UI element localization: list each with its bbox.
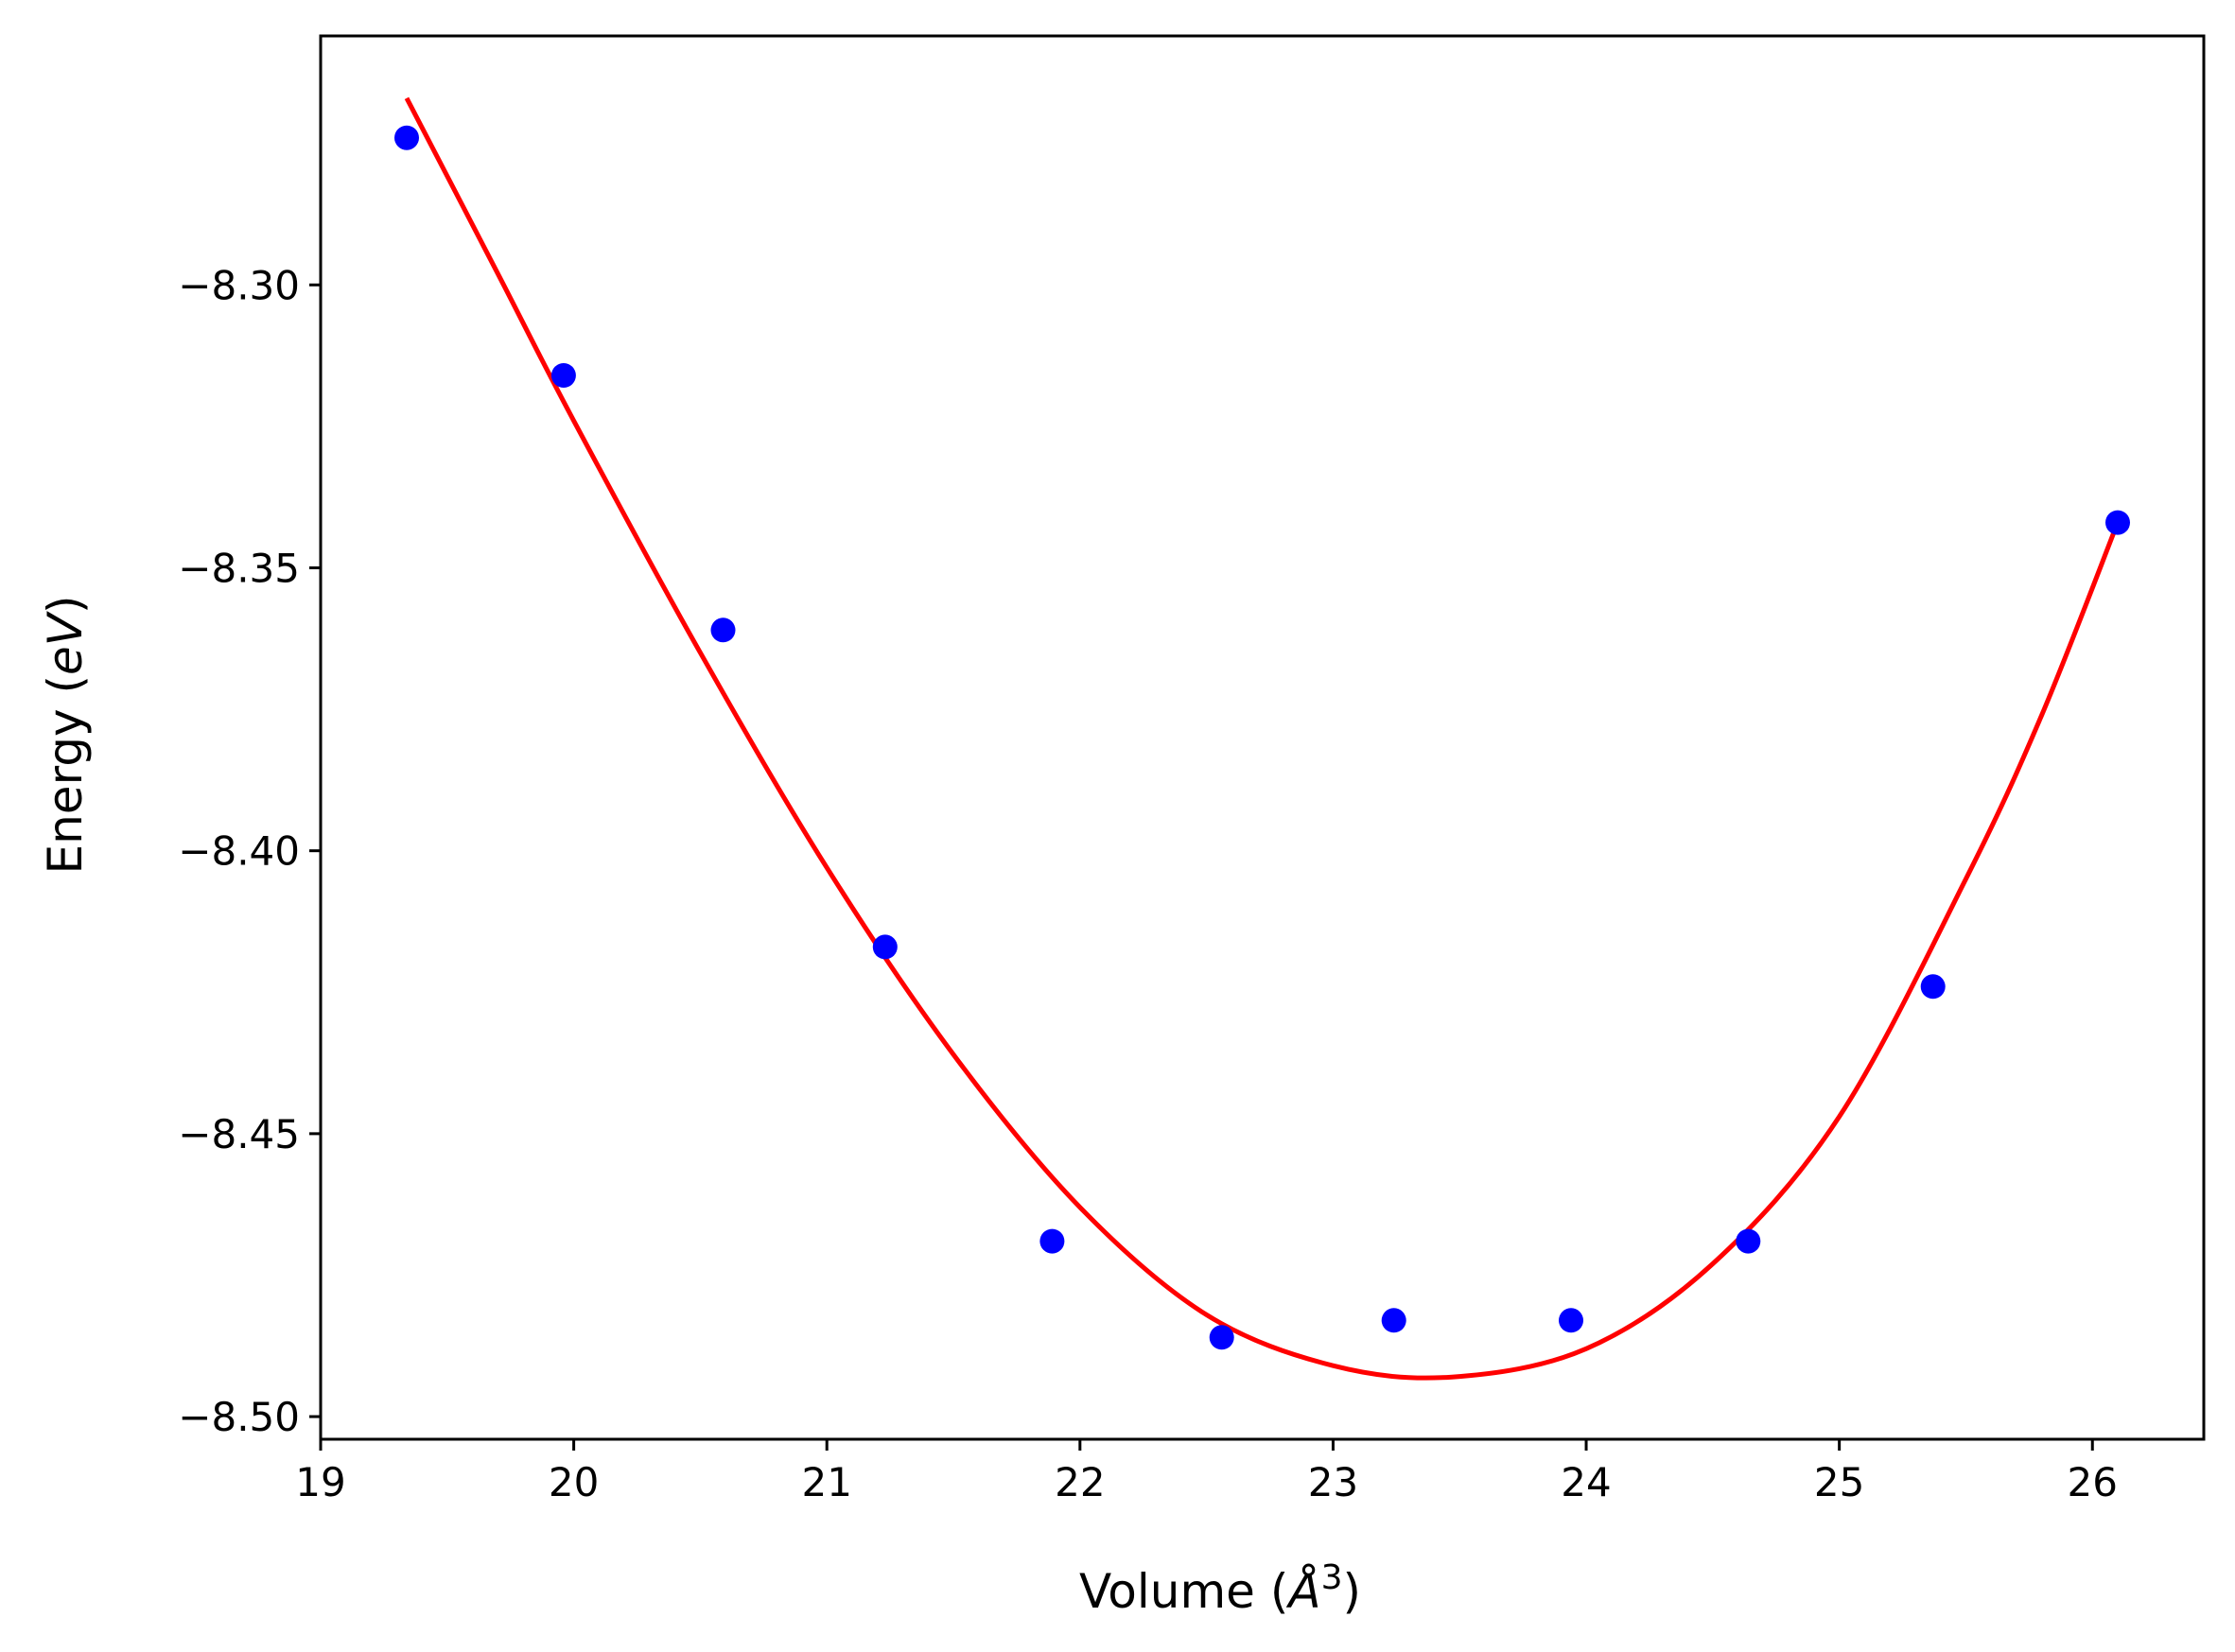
- data-point: [394, 125, 419, 150]
- x-axis-label: Volume (Å3): [1079, 1558, 1361, 1619]
- plot-area: [394, 96, 2130, 1381]
- data-point: [1736, 1228, 1761, 1254]
- data-point: [2105, 510, 2130, 535]
- x-axis-label-prefix: Volume (: [1079, 1564, 1288, 1619]
- y-axis-label-symbol: eV: [38, 610, 93, 675]
- y-axis-label: Energy (eV): [38, 596, 93, 875]
- x-tick-label: 25: [1814, 1459, 1864, 1505]
- y-tick-label: −8.40: [178, 828, 300, 875]
- x-tick-label: 24: [1561, 1459, 1611, 1505]
- axes-frame: [319, 34, 2206, 1441]
- y-axis-label-prefix: Energy (: [38, 675, 93, 874]
- y-axis-label-suffix: ): [38, 596, 93, 615]
- y-tick-label: −8.30: [178, 262, 300, 308]
- x-tick-label: 20: [549, 1459, 599, 1505]
- x-tick-label: 22: [1055, 1459, 1105, 1505]
- x-axis-label-symbol: Å: [1285, 1564, 1320, 1619]
- y-tick-label: −8.45: [178, 1111, 300, 1157]
- data-point: [1039, 1228, 1065, 1254]
- x-axis-label-suffix: ): [1342, 1564, 1361, 1619]
- y-tick-label: −8.50: [178, 1394, 300, 1440]
- x-axis-label-superscript: 3: [1321, 1558, 1343, 1597]
- x-tick-label: 26: [2068, 1459, 2118, 1505]
- data-point: [1381, 1308, 1406, 1333]
- data-point: [550, 363, 576, 388]
- x-tick-label: 19: [295, 1459, 345, 1505]
- data-point: [710, 617, 736, 643]
- x-tick-label: 21: [801, 1459, 851, 1505]
- x-axis-ticks: 19 20 21 22 23 24 25 26: [295, 1439, 2118, 1505]
- data-point: [1559, 1308, 1583, 1333]
- x-tick-label: 23: [1308, 1459, 1358, 1505]
- data-point: [872, 934, 898, 960]
- y-axis-ticks: −8.30 −8.35 −8.40 −8.45 −8.50: [178, 262, 321, 1440]
- data-point: [1209, 1325, 1234, 1350]
- y-tick-label: −8.35: [178, 545, 300, 591]
- data-point: [1920, 974, 1946, 1000]
